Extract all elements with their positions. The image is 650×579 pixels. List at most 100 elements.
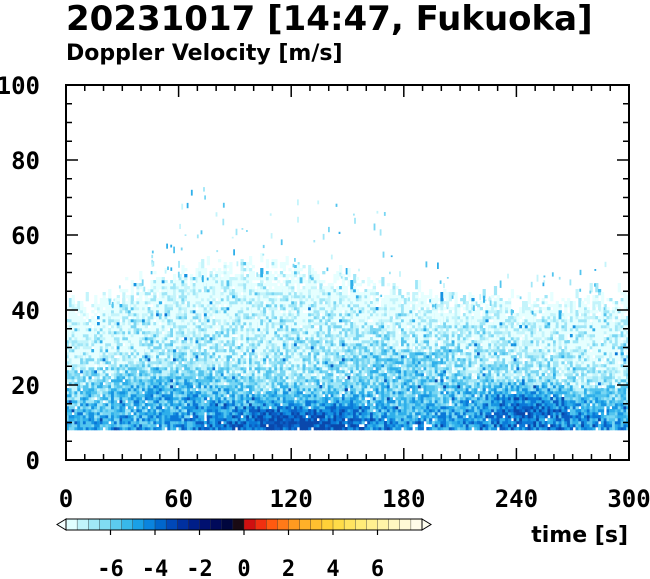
heatmap-cell bbox=[288, 373, 292, 377]
heatmap-cell bbox=[254, 328, 258, 332]
heatmap-cell bbox=[339, 328, 343, 332]
heatmap-cell bbox=[122, 367, 126, 371]
heatmap-cell bbox=[347, 268, 351, 278]
heatmap-cell bbox=[170, 412, 174, 416]
heatmap-cell bbox=[353, 331, 357, 335]
heatmap-cell bbox=[370, 379, 374, 383]
heatmap-cell bbox=[319, 418, 323, 422]
heatmap-cell bbox=[339, 391, 343, 395]
heatmap-cell bbox=[265, 334, 270, 338]
heatmap-cell bbox=[364, 364, 368, 368]
heatmap-cell bbox=[302, 265, 306, 269]
heatmap-cell bbox=[299, 400, 303, 404]
heatmap-cell bbox=[296, 382, 300, 386]
heatmap-cell bbox=[336, 301, 340, 305]
heatmap-cell bbox=[322, 421, 326, 425]
heatmap-cell bbox=[313, 427, 317, 431]
heatmap-cell bbox=[237, 403, 241, 407]
heatmap-cell bbox=[308, 352, 312, 356]
heatmap-cell bbox=[299, 289, 303, 293]
heatmap-cell bbox=[249, 283, 253, 287]
heatmap-cell bbox=[178, 427, 182, 431]
heatmap-cell bbox=[189, 334, 194, 338]
heatmap-cell bbox=[277, 400, 281, 404]
heatmap-cell bbox=[97, 412, 101, 416]
heatmap-cell bbox=[187, 328, 191, 332]
heatmap-cell bbox=[189, 325, 194, 329]
heatmap-cell bbox=[279, 262, 284, 266]
heatmap-cell bbox=[133, 412, 137, 422]
heatmap-cell bbox=[147, 349, 151, 353]
heatmap-cell bbox=[192, 367, 196, 371]
heatmap-cell bbox=[322, 388, 326, 392]
heatmap-cell bbox=[341, 301, 346, 305]
heatmap-cell bbox=[113, 424, 118, 428]
heatmap-cell bbox=[184, 343, 188, 347]
heatmap-cell bbox=[229, 310, 233, 314]
heatmap-cell bbox=[175, 376, 179, 380]
heatmap-cell bbox=[113, 400, 118, 404]
heatmap-cell bbox=[139, 376, 143, 380]
heatmap-cell bbox=[113, 373, 118, 377]
heatmap-cell bbox=[189, 304, 194, 308]
heatmap-cell bbox=[353, 274, 357, 284]
heatmap-cell bbox=[122, 349, 126, 353]
heatmap-cell bbox=[251, 388, 255, 392]
heatmap-cell bbox=[178, 295, 182, 299]
heatmap-cell bbox=[223, 292, 227, 296]
heatmap-cell bbox=[282, 319, 286, 323]
heatmap-cell bbox=[319, 388, 323, 392]
heatmap-cell bbox=[133, 316, 137, 320]
heatmap-cell bbox=[189, 385, 194, 389]
heatmap-cell bbox=[161, 346, 165, 350]
heatmap-cell bbox=[181, 388, 185, 392]
heatmap-cell bbox=[254, 361, 258, 365]
heatmap-cell bbox=[97, 424, 101, 428]
heatmap-cell bbox=[339, 316, 343, 320]
heatmap-cell bbox=[111, 361, 115, 365]
heatmap-cell bbox=[113, 352, 118, 356]
heatmap-cell bbox=[136, 397, 140, 401]
heatmap-cell bbox=[111, 337, 115, 341]
heatmap-cell bbox=[164, 292, 168, 296]
heatmap-cell bbox=[66, 403, 70, 407]
heatmap-cell bbox=[254, 394, 258, 398]
heatmap-cell bbox=[173, 292, 177, 296]
heatmap-cell bbox=[209, 418, 213, 422]
heatmap-cell bbox=[215, 370, 219, 374]
heatmap-cell bbox=[299, 334, 303, 338]
heatmap-cell bbox=[316, 334, 320, 338]
heatmap-cell bbox=[226, 286, 230, 290]
heatmap-cell bbox=[111, 346, 115, 350]
heatmap-cell bbox=[308, 382, 312, 386]
heatmap-cell bbox=[198, 427, 202, 431]
heatmap-cell bbox=[195, 316, 199, 320]
heatmap-cell bbox=[125, 397, 129, 401]
heatmap-cell bbox=[308, 349, 312, 353]
heatmap-cell bbox=[144, 328, 148, 332]
heatmap-cell bbox=[347, 406, 351, 410]
heatmap-cell bbox=[223, 307, 227, 311]
heatmap-cell bbox=[144, 403, 148, 407]
heatmap-cell bbox=[364, 340, 368, 344]
heatmap-cell bbox=[308, 295, 312, 299]
heatmap-cell bbox=[367, 322, 371, 326]
heatmap-cell bbox=[237, 313, 241, 317]
heatmap-cell bbox=[265, 289, 270, 293]
heatmap-cell bbox=[195, 358, 199, 362]
heatmap-cell bbox=[291, 289, 295, 293]
heatmap-cell bbox=[164, 367, 168, 371]
heatmap-cell bbox=[164, 331, 168, 335]
heatmap-cell bbox=[220, 346, 224, 350]
heatmap-cell bbox=[198, 301, 202, 305]
heatmap-cell bbox=[189, 421, 194, 425]
heatmap-cell bbox=[291, 286, 295, 290]
heatmap-cell bbox=[74, 385, 78, 389]
heatmap-cell bbox=[125, 316, 129, 320]
heatmap-cell bbox=[249, 376, 253, 380]
heatmap-cell bbox=[203, 310, 208, 314]
heatmap-cell bbox=[153, 370, 157, 374]
heatmap-cell bbox=[279, 283, 284, 287]
heatmap-cell bbox=[218, 313, 222, 317]
heatmap-cell bbox=[94, 421, 98, 425]
